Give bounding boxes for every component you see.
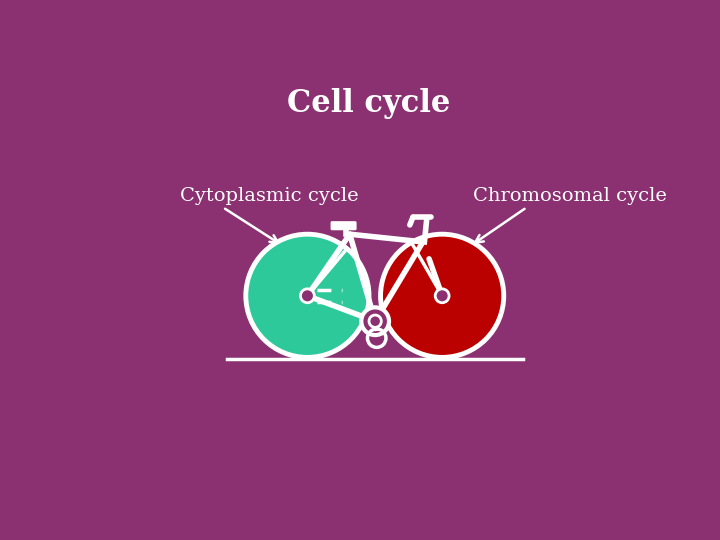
Circle shape (367, 329, 386, 347)
Text: Cell cycle: Cell cycle (287, 88, 451, 119)
Circle shape (300, 289, 315, 303)
FancyBboxPatch shape (331, 222, 356, 230)
Circle shape (246, 234, 369, 357)
Circle shape (361, 307, 389, 335)
Circle shape (381, 234, 504, 357)
Circle shape (369, 315, 382, 327)
Circle shape (435, 289, 449, 303)
Text: Cytoplasmic cycle: Cytoplasmic cycle (180, 187, 359, 205)
Text: Chromosomal cycle: Chromosomal cycle (473, 187, 667, 205)
